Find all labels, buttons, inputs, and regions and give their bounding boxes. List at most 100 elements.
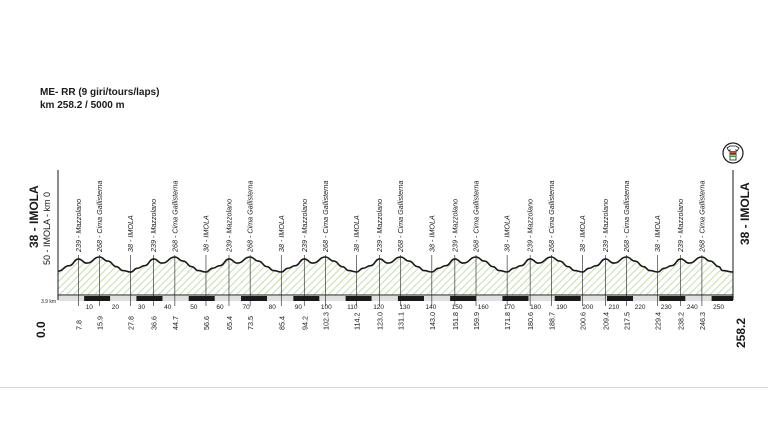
waypoint-km-label: 188.7 [547, 312, 556, 330]
waypoint-name-label: 268 - Cima Gallisterna [170, 180, 179, 253]
km-tick-label: 230 [661, 304, 672, 311]
waypoint-name-label: 38 - IMOLA [202, 215, 211, 252]
waypoint-name-label: 239 - Mazzolano [526, 199, 535, 253]
waypoint-km-label: 131.1 [397, 312, 406, 330]
scale-bar-segment [633, 296, 660, 301]
km-tick-label: 90 [295, 304, 303, 311]
scale-bar-segment [58, 296, 85, 301]
km-tick-label: 190 [556, 304, 567, 311]
waypoint-km-label: 7.8 [74, 320, 83, 330]
km-tick-label: 100 [321, 304, 332, 311]
waypoint-km-label: 143.0 [428, 312, 437, 330]
waypoint-km-label: 102.3 [321, 312, 330, 330]
km-tick-labels: 10 20 30 40 50 60 70 80 90 100 110 120 130 140 150 160 1… [86, 304, 725, 311]
waypoint-km-label: 85.4 [277, 316, 286, 330]
waypoint-name-label: 268 - Cima Gallisterna [396, 180, 405, 253]
waypoint-name-label: 268 - Cima Gallisterna [622, 180, 631, 253]
waypoint-km-label: 44.7 [171, 316, 180, 330]
scale-bar-segment [345, 296, 372, 301]
scale-bar-segment [293, 296, 320, 301]
waypoint-lines [78, 255, 703, 306]
start-location-label: 38 - IMOLA [27, 185, 41, 248]
waypoint-name-label: 268 - Cima Gallisterna [321, 180, 330, 253]
race-distance: km 258.2 / 5000 m [40, 100, 125, 111]
km-tick-label: 60 [216, 304, 224, 311]
waypoint-name-label: 239 - Mazzolano [375, 199, 384, 253]
waypoint-name-label: 38 - IMOLA [503, 215, 512, 252]
waypoint-km-label: 56.6 [202, 316, 211, 330]
waypoint-name-label: 239 - Mazzolano [225, 199, 234, 253]
km-tick-label: 130 [399, 304, 410, 311]
scale-bar-segment [319, 296, 346, 301]
race-title: ME- RR (9 giri/tours/laps) [40, 87, 160, 98]
km-scale-bar [58, 296, 733, 301]
start-km-label: 0.0 [34, 321, 48, 338]
footer-divider [0, 387, 768, 388]
waypoint-km-label: 94.2 [300, 316, 309, 330]
waypoint-name-label: 239 - Mazzolano [676, 199, 685, 253]
scale-bar-segment [502, 296, 529, 301]
scale-bar-segment [84, 296, 111, 301]
waypoint-km-label: 36.6 [150, 316, 159, 330]
km-tick-label: 10 [86, 304, 94, 311]
waypoint-km-label: 180.6 [526, 312, 535, 330]
km-tick-label: 30 [138, 304, 146, 311]
scale-bar-segment [214, 296, 241, 301]
scale-bar-segment [580, 296, 607, 301]
scale-bar-segment [371, 296, 398, 301]
km-tick-label: 80 [269, 304, 277, 311]
scale-bar-segment [659, 296, 686, 301]
finish-km-label: 258.2 [734, 318, 748, 348]
scale-bar-segment [188, 296, 215, 301]
waypoint-name-label: 38 - IMOLA [578, 215, 587, 252]
km-tick-label: 250 [713, 304, 724, 311]
waypoint-km-label: 200.6 [578, 312, 587, 330]
waypoint-km-label: 123.0 [376, 312, 385, 330]
waypoint-name-label: 38 - IMOLA [277, 215, 286, 252]
waypoint-km-label: 217.5 [623, 312, 632, 330]
km-tick-label: 210 [609, 304, 620, 311]
waypoint-km-label: 238.2 [677, 312, 686, 330]
waypoint-name-label: 268 - Cima Gallisterna [246, 180, 255, 253]
waypoint-km-label: 65.4 [225, 316, 234, 330]
km-tick-label: 150 [452, 304, 463, 311]
km-tick-label: 220 [635, 304, 646, 311]
scale-bar-segment [607, 296, 634, 301]
waypoint-name-label: 239 - Mazzolano [450, 199, 459, 253]
waypoint-name-label: 268 - Cima Gallisterna [697, 180, 706, 253]
km-tick-label: 70 [243, 304, 251, 311]
scale-bar-segment [424, 296, 451, 301]
waypoint-name-label: 38 - IMOLA [427, 215, 436, 252]
scale-bar-segment [162, 296, 189, 301]
scale-bar-segment [528, 296, 555, 301]
waypoint-name-label: 38 - IMOLA [352, 215, 361, 252]
waypoint-km-label: 114.2 [353, 313, 362, 330]
waypoint-km-label: 73.5 [246, 316, 255, 330]
scale-bar-segment [110, 296, 137, 301]
waypoint-km-label: 171.8 [503, 312, 512, 330]
waypoint-name-label: 38 - IMOLA [126, 215, 135, 252]
scale-corner-label: 3.9 km [41, 299, 56, 305]
waypoint-name-label: 268 - Cima Gallisterna [547, 180, 556, 253]
waypoint-name-label: 268 - Cima Gallisterna [95, 180, 104, 253]
km-tick-label: 120 [373, 304, 384, 311]
waypoint-labels: 239 - Mazzolano 7.8 268 - Cima Gallisterna… [74, 180, 707, 330]
finish-location-label: 38 - IMOLA [738, 182, 752, 245]
waypoint-name-label: 239 - Mazzolano [74, 199, 83, 253]
scale-bar-segment [241, 296, 268, 301]
scale-bar-segment [711, 296, 733, 301]
km-tick-label: 20 [112, 304, 120, 311]
waypoint-name-label: 239 - Mazzolano [149, 199, 158, 253]
race-header: ME- RR (9 giri/tours/laps) km 258.2 / 50… [40, 86, 159, 112]
waypoint-km-label: 159.9 [472, 312, 481, 330]
km-tick-label: 240 [687, 304, 698, 311]
km-tick-label: 40 [164, 304, 172, 311]
waypoint-km-label: 27.8 [127, 316, 136, 330]
km-tick-label: 200 [582, 304, 593, 311]
waypoint-name-label: 239 - Mazzolano [300, 199, 309, 253]
waypoint-name-label: 38 - IMOLA [653, 215, 662, 252]
scale-bar-segment [685, 296, 712, 301]
scale-bar-segment [136, 296, 163, 301]
waypoint-km-label: 229.4 [654, 312, 663, 330]
